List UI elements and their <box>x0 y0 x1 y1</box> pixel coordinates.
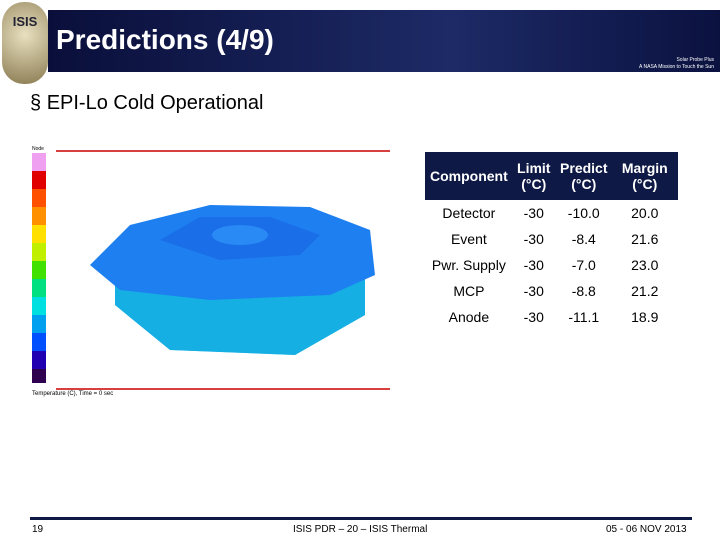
header-bar <box>48 10 720 72</box>
table-cell: -10.0 <box>567 205 600 221</box>
table-cell: -11.1 <box>568 309 600 325</box>
slide-title: Predictions (4/9) <box>56 24 274 55</box>
bullet: § EPI-Lo Cold Operational <box>30 92 264 114</box>
table-cell: -30 <box>523 205 544 221</box>
color-legend <box>32 153 46 383</box>
table-cell: -30 <box>523 283 544 299</box>
page-number: 19 <box>32 524 44 535</box>
table-cell: 23.0 <box>631 257 659 273</box>
table-cell: 21.2 <box>631 283 659 299</box>
part-model <box>90 205 375 355</box>
table-row: Anode -30 -11.1 18.9 <box>426 304 678 330</box>
logo-left: ISIS <box>2 2 48 84</box>
table-cell: -8.8 <box>571 283 596 299</box>
table-cell: Pwr. Supply <box>431 257 506 273</box>
table-cell: -7.0 <box>571 257 596 273</box>
bullet-text: EPI-Lo Cold Operational <box>46 92 264 114</box>
table-cell: -30 <box>523 309 544 325</box>
table-cell: Detector <box>442 205 496 221</box>
logo-right-text: A NASA Mission to Touch the Sun <box>639 64 714 70</box>
table-header: Component Limit (°C) Predict (°C) Margin… <box>425 152 678 200</box>
footer-center: ISIS PDR – 20 – ISIS Thermal <box>293 524 428 535</box>
table-cell: Event <box>450 231 487 247</box>
footer-line <box>30 517 692 520</box>
figure-caption: Temperature (C), Time = 0 sec <box>32 391 113 397</box>
table-row: Detector -30 -10.0 20.0 <box>426 200 678 227</box>
table-row: Event -30 -8.4 21.6 <box>426 226 678 252</box>
table-cell: 18.9 <box>631 309 659 325</box>
table-cell: Anode <box>448 309 490 325</box>
table-cell: -30 <box>523 257 544 273</box>
thermal-figure: Node Temperature (C), Time = 0 sec <box>30 145 392 400</box>
data-table: Component Limit (°C) Predict (°C) Margin… <box>425 152 678 330</box>
footer-date: 05 - 06 NOV 2013 <box>606 524 687 535</box>
header-cell: Limit (°C) <box>511 152 556 200</box>
table-cell: -8.4 <box>571 231 596 247</box>
header-cell: Component <box>425 152 513 200</box>
table-row: MCP -30 -8.8 21.2 <box>426 278 678 304</box>
table-cell: MCP <box>453 283 485 299</box>
table-row: Pwr. Supply -30 -7.0 23.0 <box>426 252 678 278</box>
legend-title: Node <box>32 146 44 152</box>
table-cell: -30 <box>523 231 544 247</box>
logo-right-text: Solar Probe Plus <box>676 57 714 63</box>
table-cell: 21.6 <box>631 231 659 247</box>
header-cell: Margin (°C) <box>611 152 678 200</box>
table-cell: 20.0 <box>631 205 659 221</box>
header-cell: Predict (°C) <box>554 152 613 200</box>
